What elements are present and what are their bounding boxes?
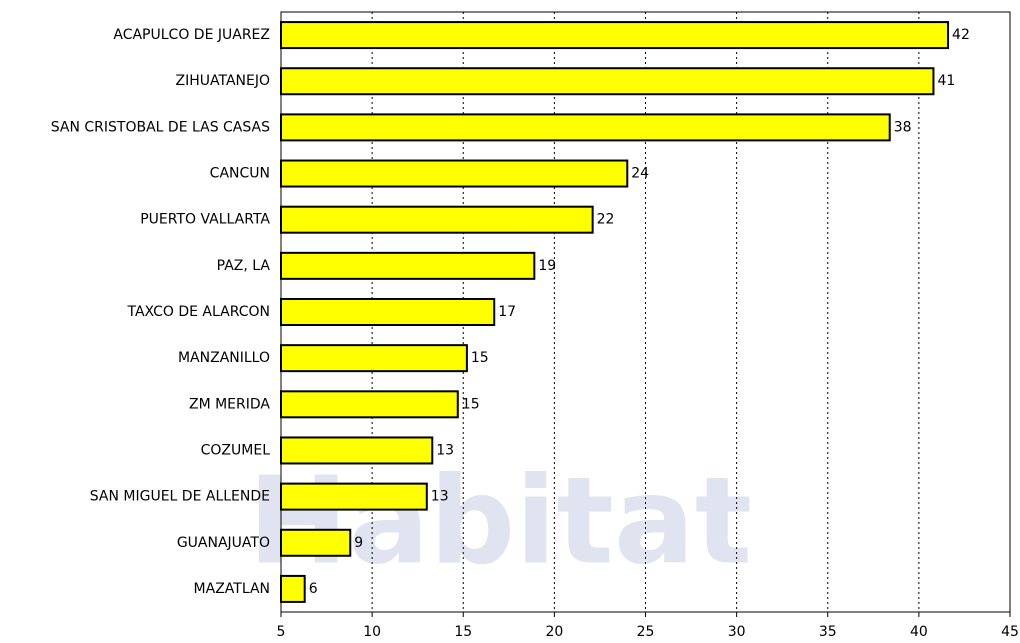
bar [281,391,458,417]
y-tick-label: COZUMEL [201,442,271,458]
x-tick-label: 35 [819,624,837,640]
data-label: 22 [597,212,615,228]
y-tick-label: PAZ, LA [217,258,271,274]
x-tick-label: 40 [910,624,928,640]
data-label: 38 [894,119,912,135]
y-tick-label: TAXCO DE ALARCON [126,304,270,320]
watermark: Habitat [248,453,752,592]
x-tick-label: 30 [728,624,746,640]
y-tick-label: ZM MERIDA [189,396,270,412]
data-label: 24 [631,166,649,182]
data-label: 9 [354,535,363,551]
bar [281,207,593,233]
y-tick-label: ZIHUATANEJO [176,73,271,89]
bar [281,576,305,602]
bar [281,299,494,325]
bar [281,437,432,463]
y-tick-label: SAN CRISTOBAL DE LAS CASAS [51,119,270,135]
bar [281,253,534,279]
x-tick-label: 5 [277,624,286,640]
bar [281,530,350,556]
data-label: 15 [471,350,489,366]
y-tick-label: GUANAJUATO [177,535,270,551]
x-tick-label: 25 [637,624,655,640]
bar [281,345,467,371]
bar [281,22,948,48]
y-tick-label: MANZANILLO [178,350,270,366]
data-label: 15 [462,396,480,412]
y-tick-label: CANCUN [210,166,270,182]
x-tick-label: 45 [1001,624,1019,640]
y-tick-label: SAN MIGUEL DE ALLENDE [90,489,270,505]
x-tick-label: 15 [454,624,472,640]
data-label: 42 [952,27,970,43]
bar [281,114,890,140]
data-label: 6 [309,581,318,597]
y-tick-label: ACAPULCO DE JUAREZ [113,27,270,43]
data-label: 19 [538,258,556,274]
bar [281,161,627,187]
x-tick-label: 20 [545,624,563,640]
data-label: 13 [431,489,449,505]
bar [281,68,933,94]
data-label: 17 [498,304,516,320]
y-tick-label: PUERTO VALLARTA [140,212,270,228]
data-label: 13 [436,442,454,458]
y-tick-label: MAZATLAN [194,581,270,597]
bar [281,484,427,510]
data-label: 41 [937,73,955,89]
chart: Habitat 5 10 15 20 25 30 35 40 45 ACAPULCO DE JUA… [0,0,1020,643]
x-tick-label: 10 [363,624,381,640]
